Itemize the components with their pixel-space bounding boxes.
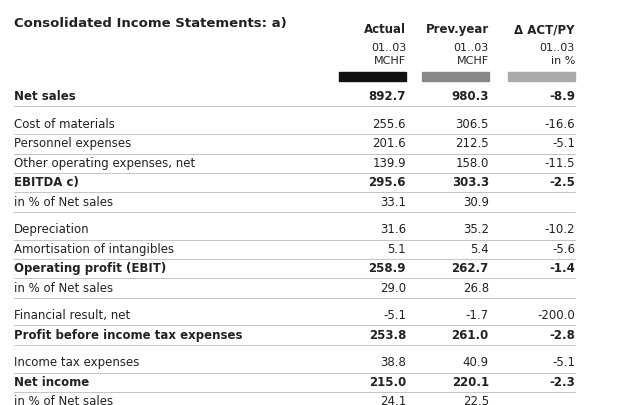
Bar: [422, 72, 489, 82]
Text: -1.7: -1.7: [466, 309, 489, 322]
Text: 33.1: 33.1: [380, 195, 406, 208]
Text: Personnel expenses: Personnel expenses: [14, 137, 131, 150]
Text: 212.5: 212.5: [455, 137, 489, 150]
Text: 5.4: 5.4: [470, 242, 489, 255]
Text: 220.1: 220.1: [452, 375, 489, 388]
Text: -5.1: -5.1: [552, 356, 575, 369]
Text: -11.5: -11.5: [545, 156, 575, 169]
Text: 35.2: 35.2: [463, 223, 489, 236]
Text: -200.0: -200.0: [537, 309, 575, 322]
Text: 215.0: 215.0: [369, 375, 406, 388]
Text: -10.2: -10.2: [545, 223, 575, 236]
Text: 980.3: 980.3: [451, 90, 489, 103]
Text: 01..03
MCHF: 01..03 MCHF: [371, 43, 406, 66]
Text: -2.8: -2.8: [549, 328, 575, 341]
Bar: [508, 72, 575, 82]
Text: Δ ACT/PY: Δ ACT/PY: [515, 23, 575, 36]
Text: 29.0: 29.0: [380, 281, 406, 294]
Text: in % of Net sales: in % of Net sales: [14, 394, 113, 405]
Text: in % of Net sales: in % of Net sales: [14, 281, 113, 294]
Text: 40.9: 40.9: [463, 356, 489, 369]
Text: in % of Net sales: in % of Net sales: [14, 195, 113, 208]
Text: Cost of materials: Cost of materials: [14, 118, 115, 131]
Text: 306.5: 306.5: [456, 118, 489, 131]
Text: 139.9: 139.9: [372, 156, 406, 169]
Text: 26.8: 26.8: [463, 281, 489, 294]
Text: -2.3: -2.3: [549, 375, 575, 388]
Text: -16.6: -16.6: [544, 118, 575, 131]
Text: Net sales: Net sales: [14, 90, 76, 103]
Text: 01..03
in %: 01..03 in %: [540, 43, 575, 66]
Text: Profit before income tax expenses: Profit before income tax expenses: [14, 328, 243, 341]
Text: Amortisation of intangibles: Amortisation of intangibles: [14, 242, 174, 255]
Text: -8.9: -8.9: [549, 90, 575, 103]
Text: 295.6: 295.6: [369, 176, 406, 189]
Text: -5.1: -5.1: [552, 137, 575, 150]
Text: 38.8: 38.8: [380, 356, 406, 369]
Bar: [339, 72, 406, 82]
Text: Operating profit (EBIT): Operating profit (EBIT): [14, 262, 166, 275]
Text: 892.7: 892.7: [369, 90, 406, 103]
Text: Prev.year: Prev.year: [426, 23, 489, 36]
Text: 5.1: 5.1: [387, 242, 406, 255]
Text: 158.0: 158.0: [456, 156, 489, 169]
Text: 258.9: 258.9: [369, 262, 406, 275]
Text: 261.0: 261.0: [452, 328, 489, 341]
Text: -1.4: -1.4: [549, 262, 575, 275]
Text: Depreciation: Depreciation: [14, 223, 90, 236]
Text: EBITDA c): EBITDA c): [14, 176, 79, 189]
Text: Net income: Net income: [14, 375, 90, 388]
Text: 22.5: 22.5: [463, 394, 489, 405]
Text: 303.3: 303.3: [452, 176, 489, 189]
Text: -2.5: -2.5: [549, 176, 575, 189]
Text: 30.9: 30.9: [463, 195, 489, 208]
Text: Consolidated Income Statements: a): Consolidated Income Statements: a): [14, 17, 287, 30]
Text: 31.6: 31.6: [380, 223, 406, 236]
Text: -5.6: -5.6: [552, 242, 575, 255]
Text: 01..03
MCHF: 01..03 MCHF: [454, 43, 489, 66]
Text: 201.6: 201.6: [372, 137, 406, 150]
Text: 262.7: 262.7: [452, 262, 489, 275]
Text: -5.1: -5.1: [383, 309, 406, 322]
Text: 255.6: 255.6: [372, 118, 406, 131]
Text: Income tax expenses: Income tax expenses: [14, 356, 140, 369]
Text: Actual: Actual: [364, 23, 406, 36]
Text: Financial result, net: Financial result, net: [14, 309, 131, 322]
Text: Other operating expenses, net: Other operating expenses, net: [14, 156, 195, 169]
Text: 253.8: 253.8: [369, 328, 406, 341]
Text: 24.1: 24.1: [380, 394, 406, 405]
